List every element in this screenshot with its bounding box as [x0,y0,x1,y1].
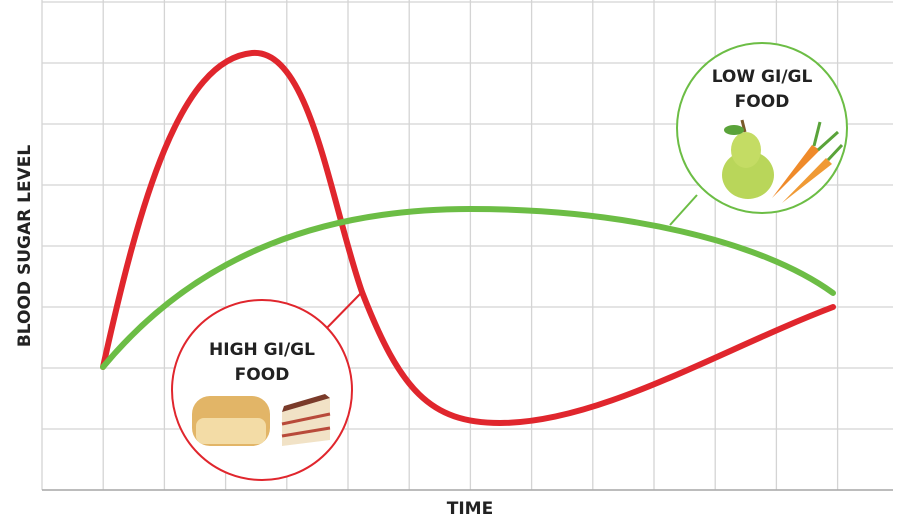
callout-line: LOW GI/GL [712,67,813,87]
y-axis-label: BLOOD SUGAR LEVEL [15,145,35,347]
x-axis-label: TIME [447,499,493,519]
callout-line: FOOD [235,365,290,385]
callout-line: HIGH GI/GL [209,340,315,360]
low-gi-connector [670,195,697,225]
diagram: HIGH GI/GL FOOD LOW GI/GL FOOD TIME BLOO… [0,0,897,525]
callout-line: FOOD [735,92,790,112]
bread-icon [192,396,270,446]
high-gi-callout [172,300,352,480]
